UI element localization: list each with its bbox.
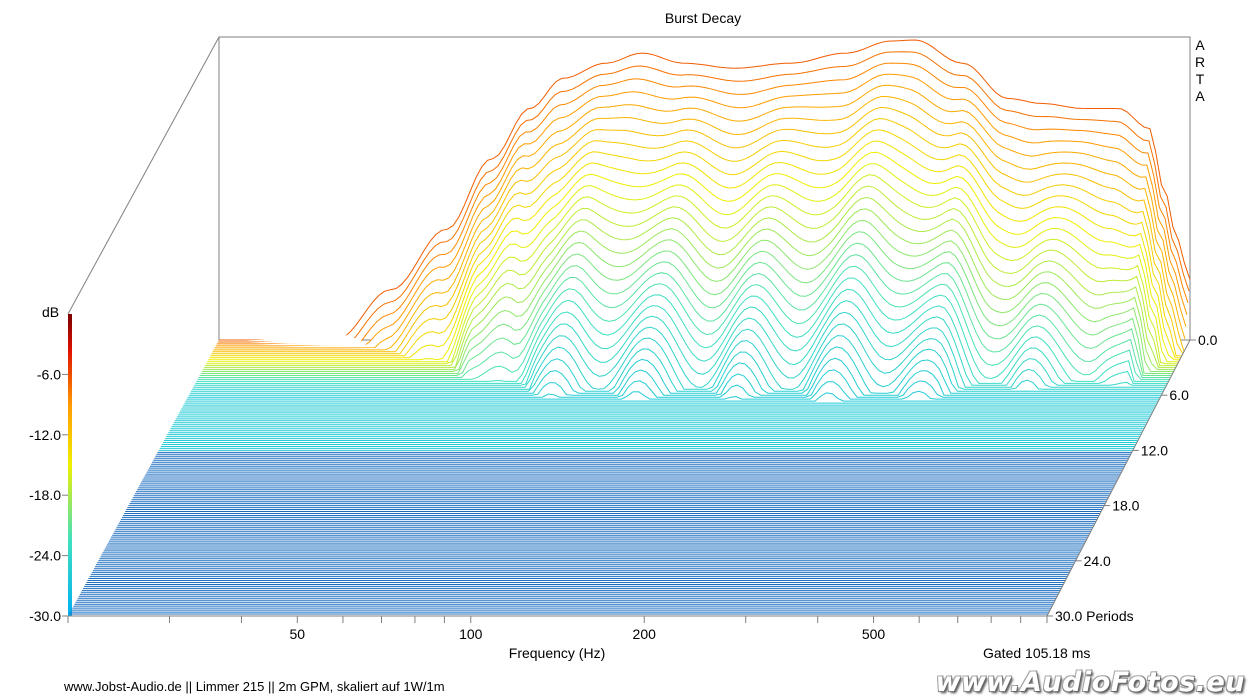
arta-letter: A xyxy=(1195,88,1205,104)
footer-credit: www.Jobst-Audio.de || Limmer 215 || 2m G… xyxy=(64,679,445,694)
db-tick-labels: -6.0 -12.0 -18.0 -24.0 -30.0 xyxy=(29,366,68,624)
side-frame-line xyxy=(67,36,220,315)
frequency-tick-label: 500 xyxy=(862,626,886,642)
db-tick-label: -6.0 xyxy=(37,366,61,382)
chart-title: Burst Decay xyxy=(665,10,741,26)
period-tick-label: 6.0 xyxy=(1169,387,1189,403)
arta-letter: R xyxy=(1195,54,1205,70)
arta-letter: A xyxy=(1195,37,1205,53)
period-tick-label: 12.0 xyxy=(1141,442,1168,458)
frequency-tick-label: 200 xyxy=(633,626,657,642)
frequency-tick-label: 100 xyxy=(459,626,483,642)
waterfall-slice xyxy=(185,392,1159,402)
waterfall-slices xyxy=(68,39,1191,617)
frequency-axis-label: Frequency (Hz) xyxy=(509,645,605,661)
waterfall-slice xyxy=(186,381,1160,400)
db-tick-label: -12.0 xyxy=(29,427,61,443)
period-tick-label: 0.0 xyxy=(1198,332,1218,348)
db-unit-label: dB xyxy=(42,304,59,320)
period-tick-label: 24.0 xyxy=(1084,553,1111,569)
arta-letter: T xyxy=(1196,71,1205,87)
frequency-tick-label: 50 xyxy=(290,626,306,642)
period-axis-line xyxy=(1046,339,1191,617)
period-tick-label: 18.0 xyxy=(1112,498,1139,514)
frequency-ticks: 50 100 200 500 xyxy=(67,616,1048,642)
period-tick-label: 30.0 Periods xyxy=(1055,608,1134,624)
waterfall-slice xyxy=(187,369,1161,398)
watermark-logo: www.AudioFotos.eu xyxy=(935,667,1245,698)
db-colorbar xyxy=(68,314,72,616)
gated-label: Gated 105.18 ms xyxy=(983,645,1090,661)
db-tick-label: -18.0 xyxy=(29,487,61,503)
period-tick-labels: 0.0 6.0 12.0 18.0 24.0 30.0 Periods xyxy=(1047,332,1218,624)
db-tick-label: -30.0 xyxy=(29,608,61,624)
db-tick-label: -24.0 xyxy=(29,548,61,564)
